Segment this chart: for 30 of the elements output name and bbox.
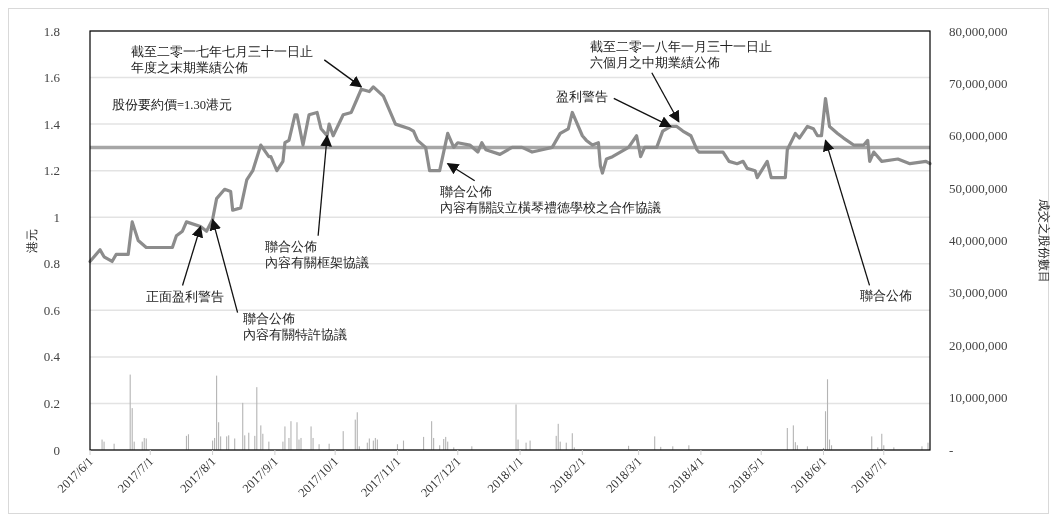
annotation: 聯合公佈內容有關設立橫琴禮德學校之合作協議 <box>439 184 661 215</box>
y-tick-label: 0.6 <box>43 302 61 318</box>
y2-axis-title: 成交之股份數目 <box>1037 198 1051 283</box>
annotation: 截至二零一七年七月三十一日止年度之末期業績公佈 <box>131 44 314 75</box>
annotation: 正面盈利警告 <box>145 289 224 304</box>
y-tick-label: 0 <box>53 442 60 458</box>
annotation: 截至二零一八年一月三十一日止六個月之中期業績公佈 <box>589 39 772 70</box>
annotation: 盈利警告 <box>555 90 608 105</box>
y-tick-label: 0.2 <box>43 395 60 411</box>
annotation: 聯合公佈內容有關特許協議 <box>242 311 347 342</box>
y-axis-title: 港元 <box>25 228 39 253</box>
y-tick-label: 0.8 <box>43 256 60 272</box>
y2-tick-label: - <box>949 442 954 458</box>
annotation: 聯合公佈 <box>859 289 912 304</box>
y2-tick-label: 50,000,000 <box>949 180 1008 196</box>
y2-tick-label: 10,000,000 <box>949 390 1008 406</box>
y2-tick-label: 40,000,000 <box>949 233 1008 248</box>
y-tick-label: 1.4 <box>43 116 61 132</box>
y2-tick-label: 80,000,000 <box>949 23 1008 39</box>
y-tick-label: 1.8 <box>43 23 60 39</box>
y-tick-label: 1.6 <box>43 70 61 86</box>
y2-tick-label: 20,000,000 <box>949 337 1008 353</box>
y-tick-label: 1 <box>53 209 60 225</box>
ref-line-label: 股份要約價=1.30港元 <box>112 98 232 113</box>
y-tick-label: 0.4 <box>43 349 61 365</box>
y2-tick-label: 30,000,000 <box>949 285 1008 301</box>
annotation: 聯合公佈內容有關框架協議 <box>265 239 370 270</box>
y2-tick-label: 60,000,000 <box>949 128 1008 144</box>
y2-tick-label: 70,000,000 <box>949 75 1008 91</box>
y-tick-label: 1.2 <box>43 163 60 179</box>
